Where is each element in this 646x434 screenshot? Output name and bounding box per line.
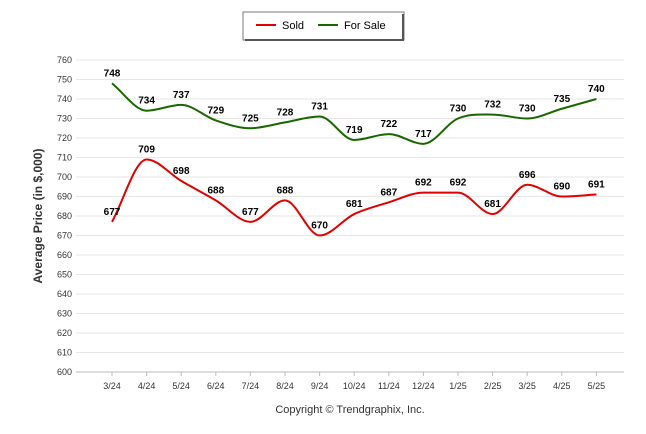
- legend-label-sold: Sold: [282, 20, 304, 32]
- x-tick-label: 7/24: [242, 381, 260, 391]
- data-label-sold: 691: [588, 180, 605, 191]
- y-tick-label: 700: [57, 172, 72, 182]
- x-tick-label: 4/24: [138, 381, 156, 391]
- data-label-for-sale: 725: [242, 113, 259, 124]
- y-tick-label: 690: [57, 192, 72, 202]
- y-tick-label: 730: [57, 114, 72, 124]
- data-label-for-sale: 735: [553, 94, 570, 105]
- legend-label-for-sale: For Sale: [344, 20, 386, 32]
- x-tick-label: 11/24: [378, 381, 400, 391]
- y-tick-label: 740: [57, 94, 72, 104]
- data-label-sold: 688: [277, 185, 294, 196]
- y-tick-label: 630: [57, 309, 72, 319]
- x-tick-label: 8/24: [276, 381, 294, 391]
- data-label-for-sale: 732: [484, 100, 501, 111]
- y-tick-label: 680: [57, 211, 72, 221]
- x-tick-label: 6/24: [207, 381, 225, 391]
- data-label-for-sale: 722: [380, 119, 397, 130]
- data-label-sold: 692: [415, 178, 432, 189]
- data-label-for-sale: 719: [346, 125, 363, 136]
- data-label-sold: 709: [138, 144, 155, 155]
- x-tick-label: 5/24: [172, 381, 190, 391]
- y-tick-label: 750: [57, 75, 72, 85]
- x-tick-label: 12/24: [412, 381, 435, 391]
- data-label-for-sale: 729: [207, 105, 224, 116]
- x-tick-label: 4/25: [553, 381, 571, 391]
- legend: Sold For Sale: [242, 11, 405, 41]
- data-label-sold: 696: [519, 170, 536, 181]
- data-label-sold: 681: [346, 199, 363, 210]
- data-label-sold: 677: [242, 207, 259, 218]
- y-tick-label: 760: [57, 55, 72, 65]
- data-label-sold: 692: [450, 178, 467, 189]
- x-axis: 3/24 4/24 5/24 6/24 7/24 8/24 9/24 10/24 11/24 12…: [76, 371, 624, 391]
- data-labels: 677 709 698 688 677 688 670 681 687 692 692 681 696 6…: [104, 68, 606, 231]
- y-tick-label: 650: [57, 270, 72, 280]
- data-label-sold: 681: [484, 199, 501, 210]
- x-tick-label: 3/24: [103, 381, 121, 391]
- series-line-for-sale: [111, 82, 597, 145]
- y-tick-label: 710: [57, 153, 72, 163]
- series-line-sold: [111, 158, 597, 237]
- data-label-sold: 670: [311, 221, 328, 232]
- data-label-sold: 677: [104, 207, 121, 218]
- data-label-for-sale: 728: [277, 107, 294, 118]
- data-label-for-sale: 737: [173, 90, 190, 101]
- x-tick-label: 5/25: [588, 381, 606, 391]
- x-tick-label: 9/24: [311, 381, 329, 391]
- y-tick-label: 620: [57, 328, 72, 338]
- y-tick-label: 600: [57, 367, 72, 377]
- y-tick-label: 670: [57, 231, 72, 241]
- x-tick-label: 3/25: [518, 381, 536, 391]
- data-label-for-sale: 717: [415, 129, 432, 140]
- data-label-sold: 688: [207, 185, 224, 196]
- series-lines: [111, 82, 597, 237]
- y-axis-label: Average Price (in $,000): [31, 149, 45, 284]
- x-tick-label: 10/24: [343, 381, 366, 391]
- data-label-sold: 698: [173, 166, 190, 177]
- data-label-for-sale: 731: [311, 102, 328, 113]
- data-label-sold: 690: [553, 182, 570, 193]
- data-label-sold: 687: [380, 187, 397, 198]
- x-tick-label: 2/25: [484, 381, 502, 391]
- y-tick-label: 660: [57, 250, 72, 260]
- data-label-for-sale: 730: [519, 104, 536, 115]
- y-tick-label: 610: [57, 348, 72, 358]
- data-label-for-sale: 730: [450, 104, 467, 115]
- copyright-footer: Copyright © Trendgraphix, Inc.: [275, 404, 424, 416]
- data-label-for-sale: 748: [104, 68, 121, 79]
- x-tick-label: 1/25: [449, 381, 467, 391]
- y-tick-label: 720: [57, 133, 72, 143]
- y-axis: 600 610 620 630 640 650 660 670 680 690 700 710 720 7…: [57, 55, 72, 377]
- data-label-for-sale: 740: [588, 84, 605, 95]
- y-tick-label: 640: [57, 289, 72, 299]
- data-label-for-sale: 734: [138, 96, 155, 107]
